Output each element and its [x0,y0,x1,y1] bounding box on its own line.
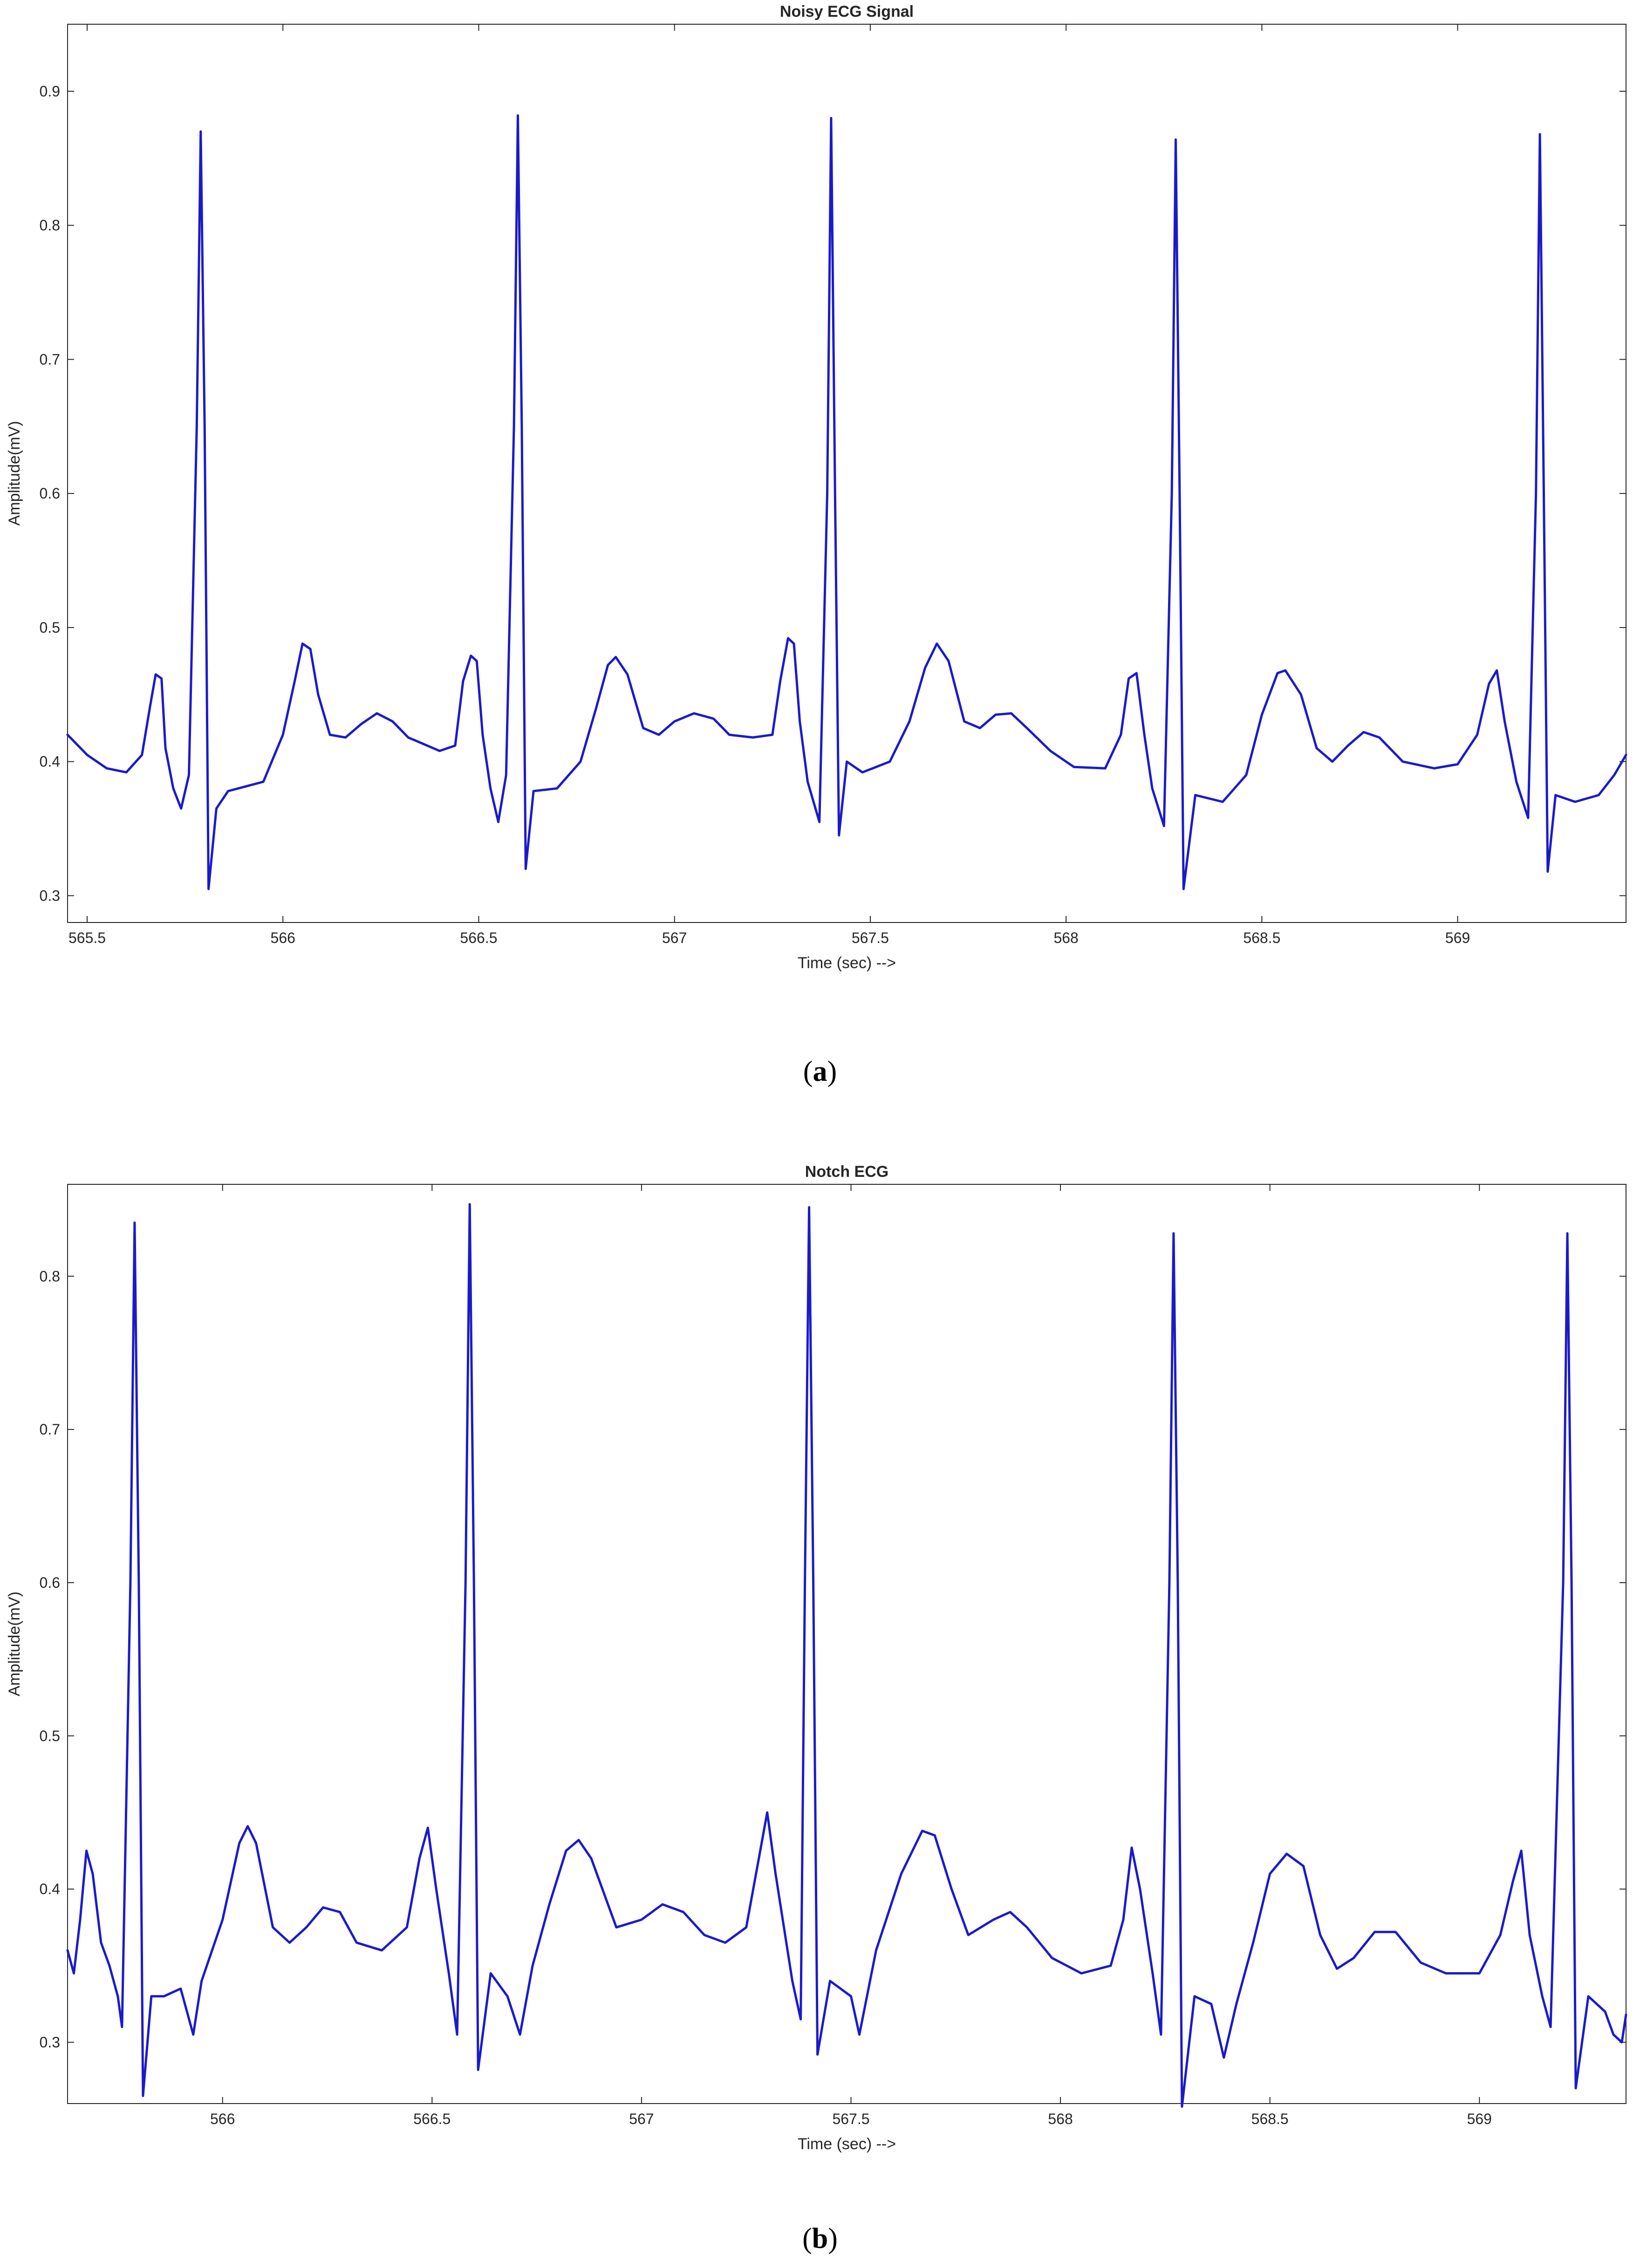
chart-a-x-tick-label: 567.5 [852,929,889,946]
chart-a-title: Noisy ECG Signal [780,3,914,20]
chart-a-x-tick-label: 569 [1445,929,1470,946]
chart-b-x-tick-label: 566.5 [413,2111,451,2127]
chart-a-y-tick-label: 0.8 [40,217,60,234]
chart-a-plot-frame [67,24,1626,923]
chart-b-x-tick-label: 568 [1048,2111,1073,2127]
chart-b-title: Notch ECG [805,1163,888,1181]
chart-a-y-tick-label: 0.4 [40,753,60,770]
caption-a-letter: a [813,1056,827,1087]
chart-b-y-tick-label: 0.7 [40,1421,60,1438]
chart-b-y-tick-label: 0.8 [40,1268,60,1284]
chart-a-series-line-0 [66,114,1627,890]
chart-a-x-tick-label: 568 [1053,929,1078,946]
chart-b-plot-frame [67,1184,1626,2104]
chart-a-x-tick-label: 566 [271,929,295,946]
chart-a-x-tick-label: 567 [662,929,687,946]
chart-a-y-axis-label: Amplitude(mV) [6,421,23,526]
chart-b: Notch ECG 566 566.5 567 567.5 568 568.5 569 0.3 0… [6,1163,1627,2153]
chart-a-y-tick-label: 0.3 [40,887,60,904]
chart-b-x-axis-label: Time (sec) --> [798,2135,896,2153]
chart-b-x-tick-label: 566 [210,2111,235,2127]
chart-a-x-tick-label: 566.5 [460,929,497,946]
chart-b-x-tick-label: 568.5 [1251,2111,1289,2127]
chart-a-y-tick-label: 0.5 [40,619,60,636]
chart-a-x-tick-label: 565.5 [68,929,106,946]
chart-b-y-tick-label: 0.5 [40,1728,60,1744]
chart-b-y-axis-label: Amplitude(mV) [6,1592,23,1696]
chart-a-y-tick-label: 0.6 [40,485,60,502]
chart-b-y-tick-label: 0.4 [40,1881,60,1898]
caption-a: (a) [803,1056,837,1087]
chart-a-x-tick-label: 568.5 [1243,929,1280,946]
chart-a: Noisy ECG Signal 565.5 566 566.5 567 567.5 568… [6,3,1627,972]
caption-b-letter: b [812,2223,828,2254]
caption-b: (b) [802,2223,838,2254]
chart-a-y-tick-label: 0.9 [40,83,60,100]
chart-b-x-tick-label: 569 [1467,2111,1492,2127]
chart-b-series-line-0 [66,1203,1627,2108]
chart-b-x-tick-label: 567 [629,2111,654,2127]
chart-a-y-tick-label: 0.7 [40,351,60,368]
chart-a-x-axis-label: Time (sec) --> [798,954,896,972]
chart-b-y-tick-label: 0.6 [40,1574,60,1591]
chart-b-x-tick-label: 567.5 [832,2111,869,2127]
chart-b-y-tick-label: 0.3 [40,2034,60,2050]
